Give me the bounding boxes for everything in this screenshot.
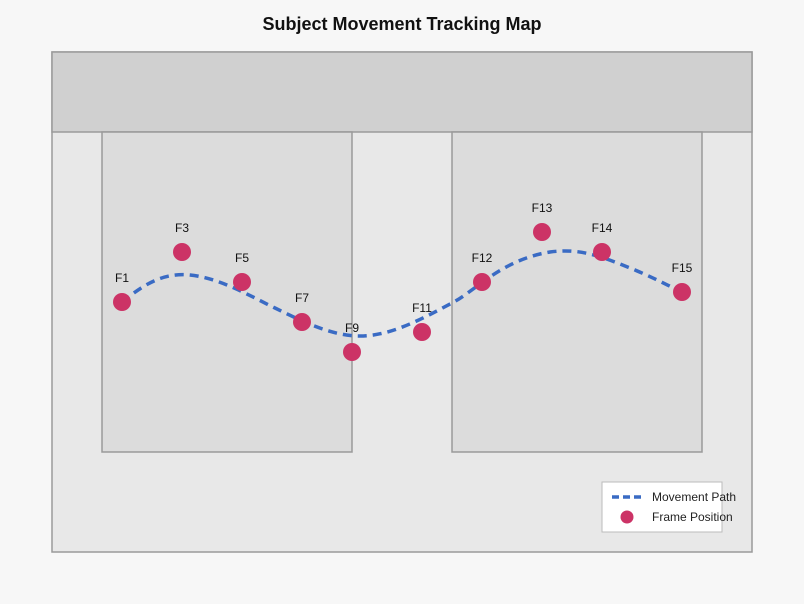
legend-box bbox=[601, 481, 723, 533]
frame-point-f15: F15 bbox=[672, 261, 693, 301]
frame-marker bbox=[113, 293, 131, 311]
frame-point-f11: F11 bbox=[412, 301, 432, 341]
frame-marker bbox=[473, 273, 491, 291]
frame-marker bbox=[343, 343, 361, 361]
frame-marker bbox=[233, 273, 251, 291]
frame-point-f14: F14 bbox=[592, 221, 613, 261]
frame-marker bbox=[593, 243, 611, 261]
frame-label: F1 bbox=[115, 271, 129, 285]
frame-point-f3: F3 bbox=[173, 221, 191, 261]
frame-label: F12 bbox=[472, 251, 493, 265]
legend-path-label: Movement Path bbox=[652, 490, 736, 504]
frame-label: F9 bbox=[345, 321, 359, 335]
frame-marker bbox=[293, 313, 311, 331]
frame-point-f13: F13 bbox=[532, 201, 553, 241]
diagram-title: Subject Movement Tracking Map bbox=[262, 14, 542, 34]
frame-point-f12: F12 bbox=[472, 251, 493, 291]
frame-marker bbox=[413, 323, 431, 341]
right-room bbox=[451, 131, 703, 453]
frame-label: F13 bbox=[532, 201, 553, 215]
frame-label: F3 bbox=[175, 221, 189, 235]
left-room bbox=[101, 131, 353, 453]
frame-point-f5: F5 bbox=[233, 251, 251, 291]
frame-label: F7 bbox=[295, 291, 309, 305]
frame-marker bbox=[173, 243, 191, 261]
frame-marker bbox=[673, 283, 691, 301]
top-zone bbox=[51, 51, 753, 133]
frame-marker bbox=[533, 223, 551, 241]
frame-point-f1: F1 bbox=[113, 271, 131, 311]
legend-point-swatch bbox=[620, 510, 634, 524]
frame-label: F5 bbox=[235, 251, 249, 265]
frame-label: F15 bbox=[672, 261, 693, 275]
movement-path bbox=[120, 249, 683, 338]
legend-point-label: Frame Position bbox=[652, 510, 733, 524]
frame-point-f9: F9 bbox=[343, 321, 361, 361]
frame-label: F14 bbox=[592, 221, 613, 235]
legend: Movement Path Frame Position bbox=[601, 481, 736, 533]
frame-points: F1 F3 F5 F7 F9 F11 bbox=[113, 201, 693, 361]
frame-point-f7: F7 bbox=[293, 291, 311, 331]
frame-label: F11 bbox=[412, 301, 432, 315]
